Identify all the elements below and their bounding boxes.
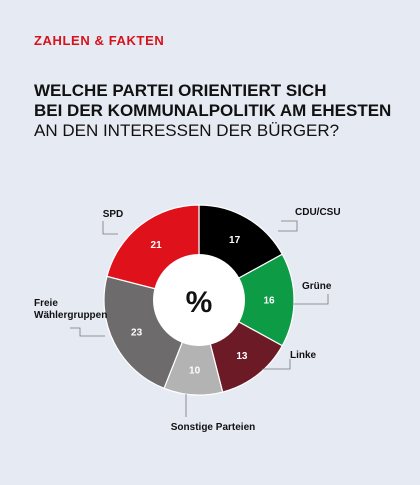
slice-values: 17 16 13 10 23 21 [131, 235, 275, 376]
title-line-2: BEI DER KOMMUNALPOLITIK AM EHESTEN [34, 101, 392, 120]
category-label-grüne: Grüne [302, 281, 332, 292]
category-label-cdu-csu: CDU/CSU [295, 207, 341, 218]
leader-lines [70, 220, 329, 417]
donut-hole [153, 254, 245, 346]
slice-labels: CDU/CSU Grüne Linke Sonstige Parteien Freie W… [34, 207, 341, 433]
value-label-grüne: 16 [263, 296, 275, 307]
kicker-label: ZAHLEN & FAKTEN [34, 33, 165, 48]
leader-line-grüne [292, 294, 329, 305]
leader-line-linke [262, 359, 291, 370]
leader-line-freie-wählergruppen [70, 327, 105, 337]
category-label-freie-wählergruppen: Freie Wählergruppen [34, 298, 107, 321]
category-label-sonstige-parteien: Sonstige Parteien [171, 422, 255, 433]
value-label-linke: 13 [236, 351, 248, 362]
leader-line-spd [102, 221, 118, 235]
value-label-spd: 21 [151, 240, 163, 251]
title-line-1: WELCHE PARTEI ORIENTIERT SICH [34, 81, 327, 100]
chart-title: WELCHE PARTEI ORIENTIERT SICH BEI DER KO… [34, 81, 404, 141]
value-label-cdu-csu: 17 [229, 235, 241, 246]
center-percent-symbol: % [186, 286, 213, 319]
leader-line-cdu-csu [278, 220, 298, 232]
category-label-linke: Linke [290, 350, 317, 361]
value-label-freie-wählergruppen: 23 [131, 327, 143, 338]
category-label-spd: SPD [103, 209, 124, 220]
value-label-sonstige-parteien: 10 [189, 365, 201, 376]
slice-grüne [197, 253, 295, 347]
title-line-3: AN DEN INTERESSEN DER BÜRGER? [34, 121, 340, 140]
